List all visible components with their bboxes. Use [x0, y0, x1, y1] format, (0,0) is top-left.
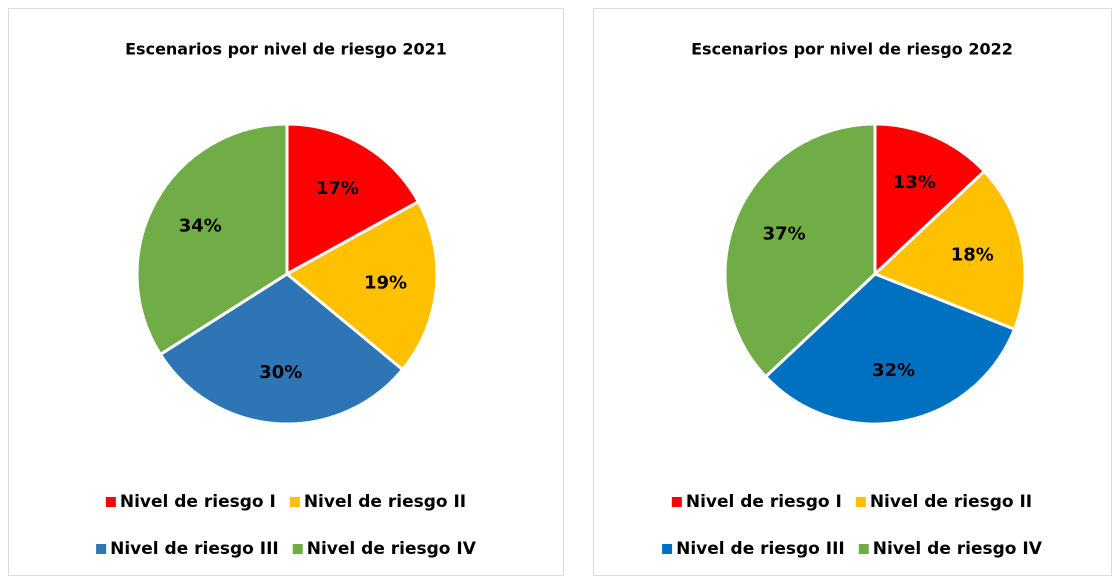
pie-slice — [158, 272, 405, 426]
legend-label: Nivel de riesgo III — [110, 539, 279, 559]
pie-slice — [873, 122, 987, 278]
data-label: 34% — [179, 215, 222, 236]
legend-marker — [855, 497, 866, 507]
legend-label: Nivel de riesgo II — [304, 492, 466, 512]
legend-label: Nivel de riesgo III — [676, 539, 845, 559]
legend-marker — [292, 544, 303, 554]
legend-marker — [289, 497, 300, 507]
data-label: 32% — [872, 360, 915, 381]
legend-label: Nivel de riesgo IV — [873, 539, 1043, 559]
legend-marker — [671, 497, 682, 507]
legend-marker — [105, 497, 116, 507]
data-label: 17% — [316, 178, 359, 199]
legend-marker — [858, 544, 869, 554]
pie-slice — [872, 169, 1027, 332]
legend-marker — [96, 544, 107, 554]
pie-slice — [135, 122, 289, 357]
data-label: 37% — [763, 224, 806, 245]
data-label: 30% — [259, 362, 302, 383]
pie-slice — [284, 199, 439, 372]
legend-label: Nivel de riesgo I — [120, 492, 276, 512]
pie-slice — [723, 122, 877, 379]
legend-label: Nivel de riesgo I — [686, 492, 842, 512]
data-label: 18% — [951, 244, 994, 265]
pie-slice — [763, 272, 1017, 426]
pie-slice — [285, 122, 421, 277]
data-label: 19% — [364, 272, 407, 293]
data-label: 13% — [893, 172, 936, 193]
chart-title: Escenarios por nivel de riesgo 2021 — [125, 40, 447, 59]
chart-title: Escenarios por nivel de riesgo 2022 — [691, 40, 1013, 59]
legend-label: Nivel de riesgo IV — [307, 539, 477, 559]
legend-marker — [662, 544, 673, 554]
legend-label: Nivel de riesgo II — [870, 492, 1032, 512]
